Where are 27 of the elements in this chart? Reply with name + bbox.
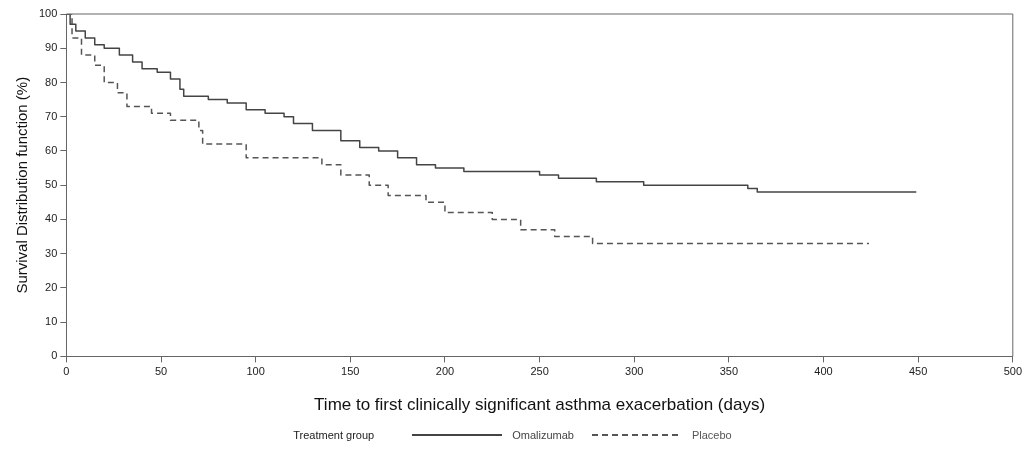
x-tick-label: 100 xyxy=(246,365,265,378)
x-tick-label: 300 xyxy=(625,365,644,378)
x-tick-label: 0 xyxy=(63,365,70,378)
text: Placebo xyxy=(691,429,732,441)
y-tick-label: 70 xyxy=(45,109,58,122)
y-tick-label: 80 xyxy=(45,75,58,88)
y-tick-label: 10 xyxy=(45,315,58,328)
y-tick-label: 40 xyxy=(45,212,58,225)
x-tick-label: 500 xyxy=(1003,365,1022,378)
x-tick-label: 200 xyxy=(435,365,455,378)
y-tick-label: 100 xyxy=(38,7,58,20)
y-tick-label: 0 xyxy=(51,349,58,362)
x-tick-label: 400 xyxy=(814,365,833,378)
x-tick-label: 250 xyxy=(530,365,549,378)
text: Omalizumab xyxy=(512,429,574,441)
y-axis-title: Survival Distribution function (%) xyxy=(13,76,31,294)
x-tick-label: 150 xyxy=(341,365,360,378)
x-tick-label: 450 xyxy=(909,365,928,378)
y-tick-label: 50 xyxy=(45,178,58,191)
y-tick-label: 90 xyxy=(45,41,58,54)
y-tick-label: 30 xyxy=(45,246,58,259)
legend-title: Treatment group xyxy=(293,429,375,441)
x-tick-label: 350 xyxy=(719,365,739,378)
x-axis-title: Time to first clinically significant asthma exacerbation (days) xyxy=(314,395,766,415)
y-tick-label: 60 xyxy=(45,143,58,156)
y-tick-label: 20 xyxy=(45,280,58,293)
x-tick-label: 50 xyxy=(154,365,168,378)
